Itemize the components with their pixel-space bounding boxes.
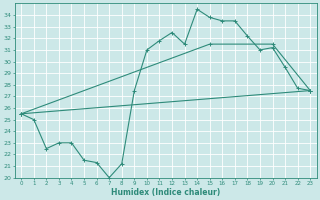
X-axis label: Humidex (Indice chaleur): Humidex (Indice chaleur)	[111, 188, 220, 197]
